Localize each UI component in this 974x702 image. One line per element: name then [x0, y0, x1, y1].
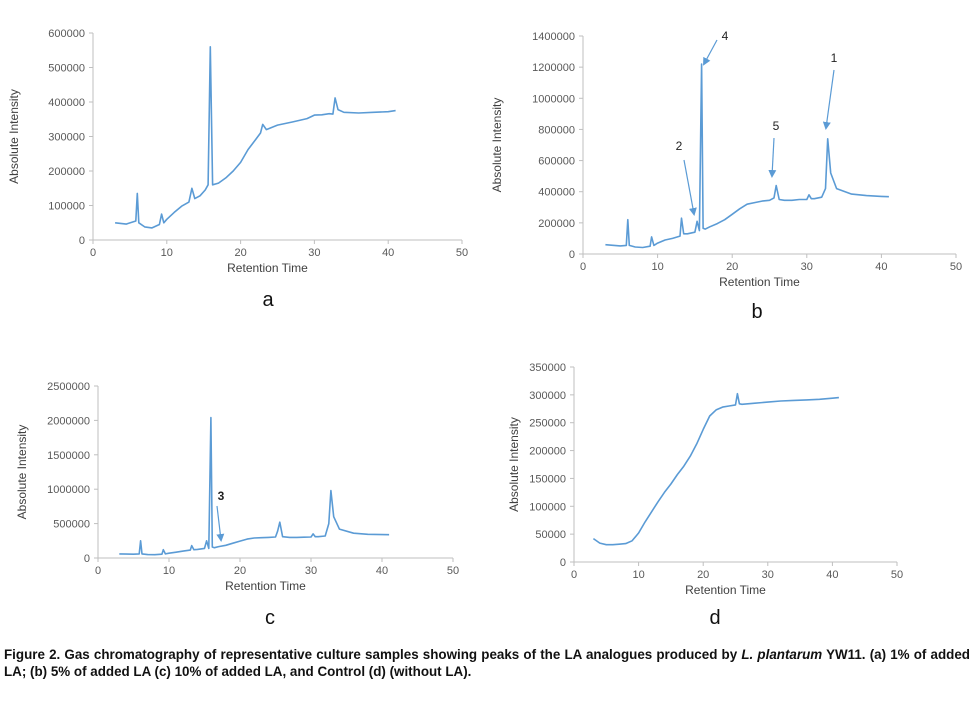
- y-tick-label: 100000: [48, 201, 85, 213]
- chart-panel-a: 0 10 20 30 40 50 0 100000 200000 300000 400000 5000…: [7, 28, 468, 311]
- x-tick-label: 40: [382, 247, 394, 259]
- y-tick-label: 250000: [529, 418, 566, 430]
- peak-annotation-label: 2: [676, 139, 683, 153]
- chart-panel-c: 0 10 20 30 40 50 0 500000 1000000 1500000 2000000 2…: [15, 381, 459, 629]
- x-tick-label: 20: [697, 569, 709, 581]
- panel-label: b: [751, 301, 762, 323]
- annotation-arrow: [683, 159, 697, 216]
- caption-text-end: YW11. (a) 1% of added LA; (b) 5% of adde…: [4, 647, 970, 679]
- y-axis-title: Absolute Intensity: [7, 89, 21, 184]
- y-tick-label: 400000: [538, 187, 575, 199]
- x-axis-title: Retention Time: [227, 261, 308, 275]
- x-tick-label: 30: [762, 569, 774, 581]
- series-line: [605, 63, 889, 249]
- peak-annotation-label: 1: [831, 51, 838, 65]
- annotation-arrow: [216, 505, 225, 542]
- x-tick-label: 50: [891, 569, 903, 581]
- annotation-arrow: [703, 39, 718, 66]
- y-tick-label: 350000: [529, 362, 566, 374]
- y-tick-label: 200000: [529, 446, 566, 458]
- x-tick-label: 10: [632, 569, 644, 581]
- peak-annotation-label: 4: [722, 29, 729, 43]
- y-tick-label: 2000000: [47, 415, 90, 427]
- y-tick-label: 100000: [529, 501, 566, 513]
- series-line: [119, 416, 390, 556]
- y-tick-label: 300000: [48, 132, 85, 144]
- x-tick-label: 40: [826, 569, 838, 581]
- series-line: [115, 45, 396, 229]
- y-tick-label: 0: [560, 557, 566, 569]
- y-tick-label: 500000: [48, 63, 85, 75]
- y-tick-label: 150000: [529, 473, 566, 485]
- y-tick-label: 600000: [538, 156, 575, 168]
- x-tick-label: 0: [580, 261, 586, 273]
- x-axis-title: Retention Time: [225, 579, 306, 593]
- figure-panels: 0 10 20 30 40 5001000002000003000004000005000…: [7, 28, 962, 629]
- y-tick-label: 50000: [535, 529, 566, 541]
- figure-caption: Figure 2. Gas chromatography of represen…: [4, 646, 970, 680]
- x-tick-label: 30: [305, 565, 317, 577]
- y-tick-label: 400000: [48, 97, 85, 109]
- x-tick-label: 0: [95, 565, 101, 577]
- x-tick-label: 30: [308, 247, 320, 259]
- x-tick-label: 0: [90, 247, 96, 259]
- y-tick-label: 800000: [538, 124, 575, 136]
- caption-text-start: Figure 2. Gas chromatography of represen…: [4, 647, 742, 662]
- x-axis-title: Retention Time: [685, 583, 766, 597]
- x-tick-label: 40: [376, 565, 388, 577]
- y-axis-title: Absolute Intensity: [490, 98, 504, 193]
- series-line: [592, 392, 839, 546]
- y-tick-label: 1000000: [47, 484, 90, 496]
- x-tick-label: 50: [456, 247, 468, 259]
- x-tick-label: 20: [234, 565, 246, 577]
- y-tick-label: 2500000: [47, 381, 90, 393]
- peak-annotation-label: 3: [218, 489, 225, 503]
- chart-panel-b: 0 10 20 30 40 50 0 200000 400000 600000 800000 1000…: [490, 29, 962, 323]
- annotation-arrow: [768, 137, 777, 178]
- y-axis-title: Absolute Intensity: [15, 425, 29, 520]
- y-tick-label: 1000000: [532, 93, 575, 105]
- x-tick-label: 10: [163, 565, 175, 577]
- x-tick-label: 50: [950, 261, 962, 273]
- chart-panel-d: 0 10 20 30 40 50 0 50000 100000 150000 200000 25000…: [507, 362, 903, 629]
- x-tick-label: 10: [161, 247, 173, 259]
- y-tick-label: 1400000: [532, 31, 575, 43]
- y-tick-label: 0: [569, 249, 575, 261]
- panel-label: d: [709, 607, 720, 629]
- y-tick-label: 0: [84, 553, 90, 565]
- x-tick-label: 30: [801, 261, 813, 273]
- y-tick-label: 600000: [48, 28, 85, 40]
- x-tick-label: 20: [234, 247, 246, 259]
- peak-annotation-label: 5: [773, 119, 780, 133]
- x-tick-label: 50: [447, 565, 459, 577]
- y-tick-label: 200000: [48, 166, 85, 178]
- y-tick-label: 1500000: [47, 450, 90, 462]
- x-axis-title: Retention Time: [719, 275, 800, 289]
- y-tick-label: 300000: [529, 390, 566, 402]
- y-axis-title: Absolute Intensity: [507, 417, 521, 512]
- x-tick-label: 10: [651, 261, 663, 273]
- x-tick-label: 40: [875, 261, 887, 273]
- x-tick-label: 20: [726, 261, 738, 273]
- y-tick-label: 0: [79, 235, 85, 247]
- y-tick-label: 1200000: [532, 62, 575, 74]
- panel-label: c: [265, 607, 275, 629]
- y-tick-label: 200000: [538, 218, 575, 230]
- caption-species: L. plantarum: [741, 647, 823, 662]
- annotation-arrow: [822, 69, 835, 130]
- panel-label: a: [262, 289, 274, 311]
- y-tick-label: 500000: [53, 519, 90, 531]
- x-tick-label: 0: [571, 569, 577, 581]
